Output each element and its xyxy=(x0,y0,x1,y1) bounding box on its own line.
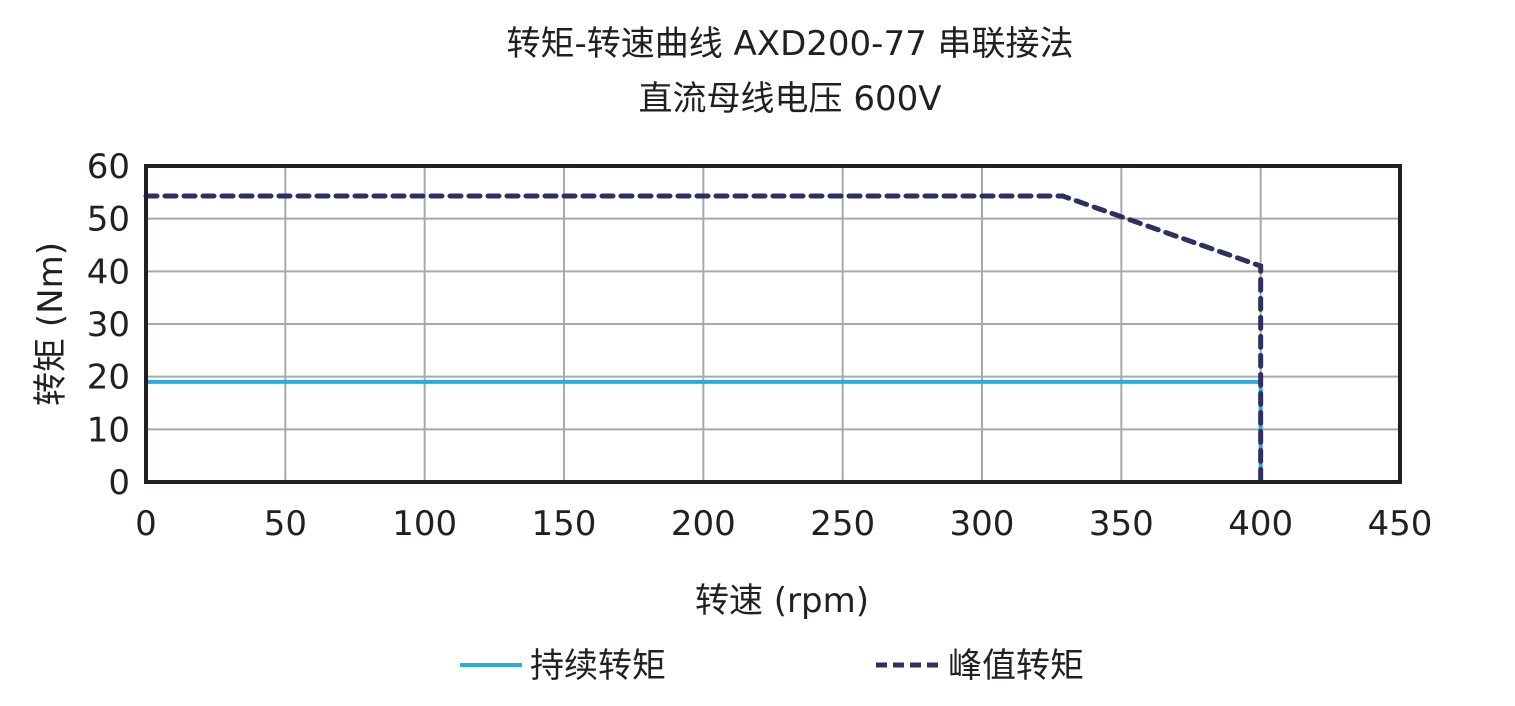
x-axis-label: 转速 (rpm) xyxy=(695,581,869,621)
series-line-1 xyxy=(143,193,1264,485)
y-axis-label: 转矩 (Nm) xyxy=(31,242,71,406)
plot-frame xyxy=(144,164,1402,484)
y-tick-label: 50 xyxy=(87,200,130,240)
y-tick-label: 10 xyxy=(87,410,130,450)
legend-continuous-label: 持续转矩 xyxy=(530,646,666,686)
plot-lines xyxy=(143,193,1264,485)
y-tick-label: 40 xyxy=(87,252,130,292)
x-tick-label: 200 xyxy=(671,504,736,544)
y-tick-label: 60 xyxy=(87,147,130,187)
chart-title: 转矩-转速曲线 AXD200-77 串联接法 xyxy=(506,24,1073,64)
legend: 持续转矩 峰值转矩 xyxy=(460,646,1084,686)
y-tick-label: 20 xyxy=(87,358,130,398)
tick-labels: 0 50 100 150 200 250 300 350 400 450 0 10 20 30 40 50 60 xyxy=(87,147,1433,544)
x-tick-label: 150 xyxy=(532,504,597,544)
grid xyxy=(145,165,1401,483)
y-tick-label: 30 xyxy=(87,305,130,345)
x-tick-label: 0 xyxy=(135,504,157,544)
x-tick-label: 350 xyxy=(1089,504,1154,544)
legend-peak-label: 峰值转矩 xyxy=(948,646,1084,686)
x-tick-label: 300 xyxy=(950,504,1015,544)
x-tick-label: 250 xyxy=(810,504,875,544)
x-tick-label: 50 xyxy=(264,504,307,544)
x-tick-label: 400 xyxy=(1228,504,1293,544)
chart-subtitle: 直流母线电压 600V xyxy=(639,79,942,119)
x-tick-label: 100 xyxy=(392,504,457,544)
y-tick-label: 0 xyxy=(108,463,130,503)
x-tick-label: 450 xyxy=(1368,504,1433,544)
